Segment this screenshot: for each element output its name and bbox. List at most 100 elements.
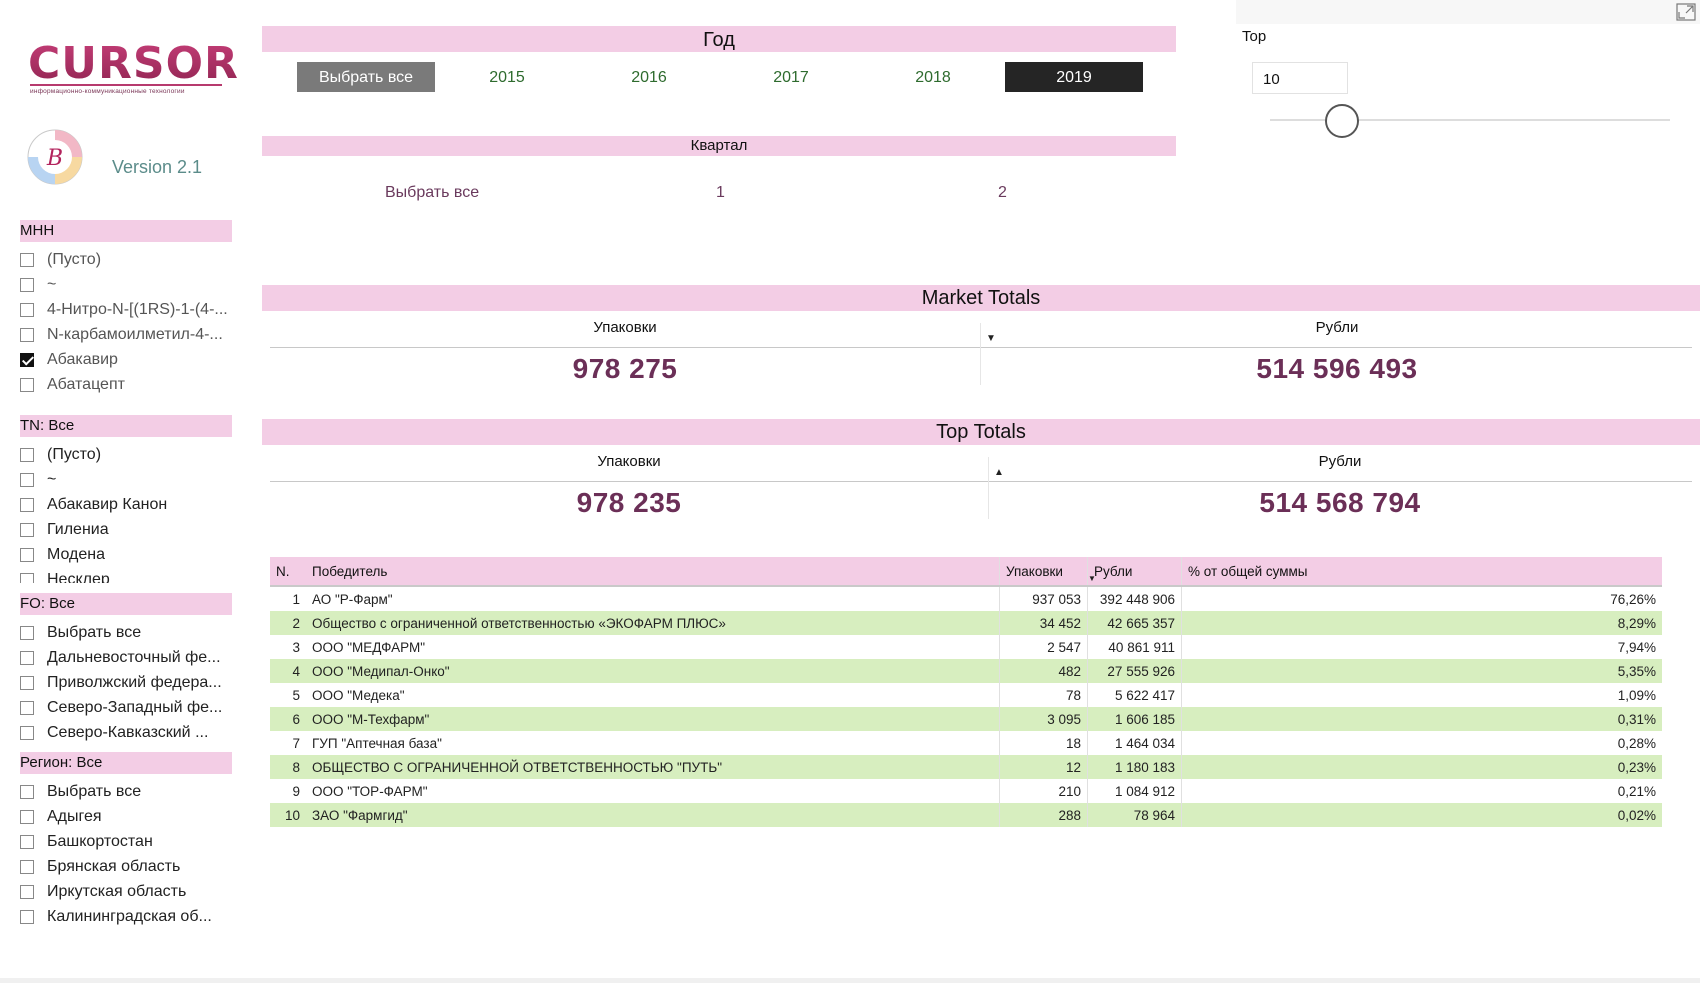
market-rub-value: 514 596 493	[1256, 353, 1418, 384]
slicer-item[interactable]: Иркутская область	[20, 879, 242, 904]
version-label: Version 2.1	[112, 157, 203, 177]
quarter-button-2[interactable]: 2	[998, 184, 1007, 201]
top-value-input[interactable]: 10	[1252, 62, 1348, 94]
cell-n: 2	[292, 615, 300, 631]
checkbox-icon[interactable]	[20, 547, 34, 562]
col-header-rub[interactable]: Рубли	[1088, 557, 1182, 585]
slicer-item[interactable]: Северо-Западный фе...	[20, 695, 242, 720]
col-header-n[interactable]: N.	[276, 563, 290, 579]
slicer-item[interactable]: (Пусто)	[20, 247, 242, 272]
slicer-item[interactable]: Абатацепт	[20, 372, 242, 395]
checkbox-icon[interactable]	[20, 809, 34, 824]
cell-packs: 288	[1000, 803, 1088, 827]
cell-packs: 3 095	[1000, 707, 1088, 731]
slicer-item-label: Калининградская об...	[47, 907, 212, 925]
checkbox-icon[interactable]	[20, 252, 34, 267]
checkbox-icon[interactable]	[20, 522, 34, 537]
tn-slicer-list[interactable]: (Пусто) ~ Абакавир Канон Гилениа Модена Нескл…	[20, 442, 242, 583]
slicer-item[interactable]: Брянская область	[20, 854, 242, 879]
cursor-logo: CURSOR	[28, 38, 239, 89]
quarter-button-1[interactable]: 1	[716, 184, 725, 201]
slicer-item[interactable]: Абакавир Канон	[20, 492, 242, 517]
top-slider-track[interactable]	[1270, 119, 1670, 121]
year-button-2016[interactable]: 2016	[631, 69, 667, 86]
slicer-item[interactable]: ~	[20, 467, 242, 492]
checkbox-icon[interactable]	[20, 859, 34, 874]
year-button-2018[interactable]: 2018	[915, 69, 951, 86]
year-button-2017[interactable]: 2017	[773, 69, 809, 86]
slicer-item-label: (Пусто)	[47, 250, 102, 268]
table-row[interactable]: 7 ГУП "Аптечная база" 18 1 464 034 0,28%	[270, 731, 1662, 755]
fo-slicer-list[interactable]: Выбрать все Дальневосточный фе... Приволжс…	[20, 620, 242, 750]
table-row[interactable]: 9 ООО "ТОР-ФАРМ" 210 1 084 912 0,21%	[270, 779, 1662, 803]
slicer-item[interactable]: Абакавир	[20, 347, 242, 372]
col-header-pct[interactable]: % от общей суммы	[1188, 563, 1308, 579]
table-row[interactable]: 1 АО "Р-Фарм" 937 053 392 448 906 76,26%	[270, 587, 1662, 611]
slicer-item[interactable]: (Пусто)	[20, 442, 242, 467]
table-row[interactable]: 4 ООО "Медипал-Онко" 482 27 555 926 5,35%	[270, 659, 1662, 683]
table-row[interactable]: 2 Общество с ограниченной ответственность…	[270, 611, 1662, 635]
slicer-item[interactable]: Выбрать все	[20, 620, 242, 645]
checkbox-icon[interactable]	[20, 725, 34, 740]
year-button-2015[interactable]: 2015	[489, 69, 525, 86]
quarter-select-all-button[interactable]: Выбрать все	[385, 184, 480, 201]
rub-sort-desc-icon[interactable]: ▼	[1088, 574, 1096, 583]
sort-asc-icon[interactable]: ▲	[994, 467, 1004, 478]
checkbox-icon[interactable]	[20, 700, 34, 715]
slicer-item-label: Выбрать все	[47, 782, 142, 800]
col-header-packs[interactable]: Упаковки	[1000, 557, 1088, 585]
checkbox-checked-icon[interactable]	[20, 352, 34, 367]
slicer-item-label: Абакавир Канон	[47, 495, 168, 513]
cell-winner: Общество с ограниченной ответственностью…	[306, 611, 1000, 635]
checkbox-icon[interactable]	[20, 472, 34, 487]
cell-winner: ООО "Медека"	[306, 683, 1000, 707]
table-row[interactable]: 10 ЗАО "Фармгид" 288 78 964 0,02%	[270, 803, 1662, 827]
checkbox-icon[interactable]	[20, 784, 34, 799]
checkbox-icon[interactable]	[20, 447, 34, 462]
slicer-item[interactable]: Гилениа	[20, 517, 242, 542]
slicer-item[interactable]: Калининградская об...	[20, 904, 242, 929]
slicer-item[interactable]: N-карбамоилметил-4-...	[20, 322, 242, 347]
slicer-item[interactable]: Башкортостан	[20, 829, 242, 854]
slicer-item[interactable]: Выбрать все	[20, 779, 242, 804]
checkbox-icon[interactable]	[20, 327, 34, 342]
slicer-item[interactable]: Несклер	[20, 567, 242, 583]
focus-mode-icon[interactable]	[1676, 3, 1696, 21]
checkbox-icon[interactable]	[20, 650, 34, 665]
checkbox-icon[interactable]	[20, 277, 34, 292]
region-slicer-list[interactable]: Выбрать все Адыгея Башкортостан Брянская об…	[20, 779, 242, 975]
market-packs-value: 978 275	[572, 353, 678, 384]
slicer-item-label: Модена	[47, 545, 106, 563]
slicer-item[interactable]: Модена	[20, 542, 242, 567]
slicer-item-label: Абакавир	[47, 350, 118, 368]
checkbox-icon[interactable]	[20, 909, 34, 924]
year-button-2019[interactable]: 2019	[1005, 62, 1143, 92]
slicer-item[interactable]: ~	[20, 272, 242, 297]
table-row[interactable]: 3 ООО "МЕДФАРМ" 2 547 40 861 911 7,94%	[270, 635, 1662, 659]
top-slider-thumb[interactable]	[1325, 104, 1359, 138]
checkbox-icon[interactable]	[20, 497, 34, 512]
checkbox-icon[interactable]	[20, 302, 34, 317]
winners-table: N. Победитель Упаковки Рубли % от общей …	[270, 557, 1662, 827]
checkbox-icon[interactable]	[20, 834, 34, 849]
table-row[interactable]: 5 ООО "Медека" 78 5 622 417 1,09%	[270, 683, 1662, 707]
slicer-item[interactable]: Северо-Кавказский ...	[20, 720, 242, 745]
cell-winner: ОБЩЕСТВО С ОГРАНИЧЕННОЙ ОТВЕТСТВЕННОСТЬЮ…	[306, 755, 1000, 779]
slicer-item[interactable]: Дальневосточный фе...	[20, 645, 242, 670]
slicer-item-label: (Пусто)	[47, 445, 102, 463]
mnn-slicer-list[interactable]: (Пусто) ~4-Нитро-N-[(1RS)-1-(4-... N-карба…	[20, 247, 242, 395]
col-header-winner[interactable]: Победитель	[306, 557, 1000, 585]
slicer-item[interactable]: Адыгея	[20, 804, 242, 829]
year-select-all-button[interactable]: Выбрать все	[297, 62, 435, 92]
slicer-item[interactable]: Приволжский федера...	[20, 670, 242, 695]
checkbox-icon[interactable]	[20, 572, 34, 583]
checkbox-icon[interactable]	[20, 884, 34, 899]
table-row[interactable]: 8 ОБЩЕСТВО С ОГРАНИЧЕННОЙ ОТВЕТСТВЕННОСТЬ…	[270, 755, 1662, 779]
checkbox-icon[interactable]	[20, 675, 34, 690]
table-row[interactable]: 6 ООО "М-Техфарм" 3 095 1 606 185 0,31%	[270, 707, 1662, 731]
cell-rub: 40 861 911	[1088, 635, 1182, 659]
checkbox-icon[interactable]	[20, 377, 34, 392]
sort-desc-icon[interactable]: ▼	[986, 333, 996, 344]
checkbox-icon[interactable]	[20, 625, 34, 640]
slicer-item[interactable]: 4-Нитро-N-[(1RS)-1-(4-...	[20, 297, 242, 322]
